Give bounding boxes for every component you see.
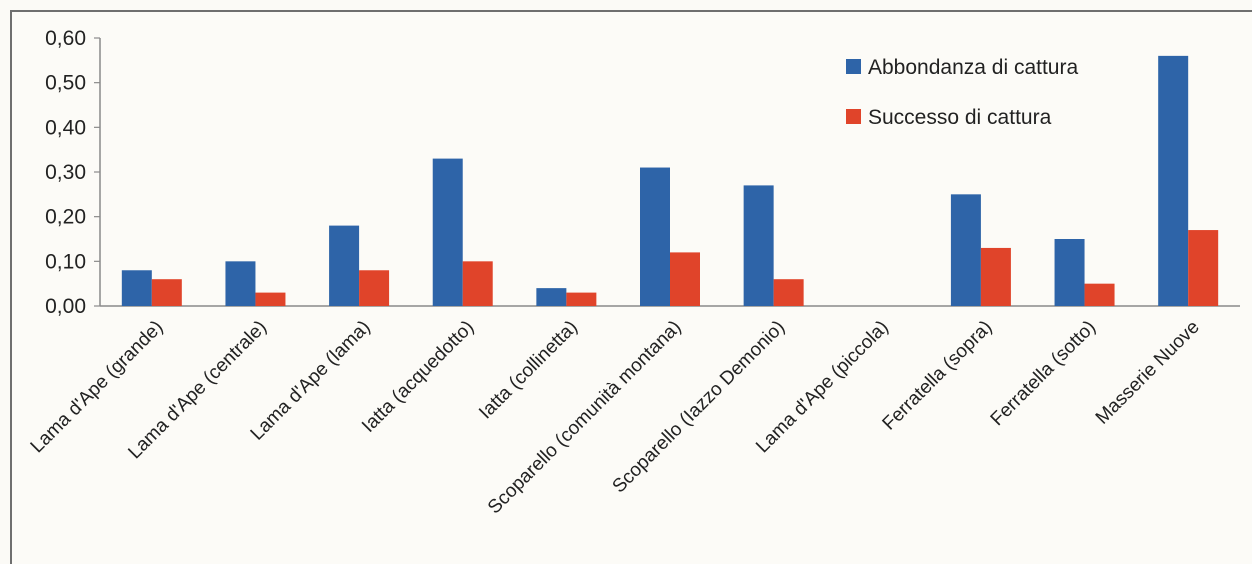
bar-successo xyxy=(773,279,804,306)
bar-abbondanza xyxy=(1158,55,1189,306)
y-tick-label: 0,20 xyxy=(45,206,86,229)
y-tick-label: 0,40 xyxy=(45,116,86,139)
x-tick-labels: Lama d'Ape (grande)Lama d'Ape (centrale)… xyxy=(27,317,1204,519)
bar-successo xyxy=(151,279,182,306)
bar-abbondanza xyxy=(640,167,670,306)
x-tick-label: Ferratella (sopra) xyxy=(879,317,997,435)
x-tick-label: Ferratella (sotto) xyxy=(987,317,1100,430)
bar-abbondanza xyxy=(950,194,981,306)
bars xyxy=(121,55,1219,306)
y-tick-label: 0,10 xyxy=(45,250,86,273)
bar-abbondanza xyxy=(536,288,567,306)
legend-label: Successo di cattura xyxy=(868,106,1052,129)
chart-frame xyxy=(10,10,1252,564)
bar-successo xyxy=(566,292,597,306)
bar-abbondanza xyxy=(432,158,463,306)
bar-successo xyxy=(255,292,286,306)
bar-abbondanza xyxy=(1054,239,1085,306)
bar-successo xyxy=(462,261,493,306)
y-tick-labels: 0,00 0,10 0,20 0,30 0,40 0,50 0,60 xyxy=(45,27,86,318)
y-tick-label: 0,60 xyxy=(45,27,86,50)
legend-swatch xyxy=(846,109,861,124)
legend-swatch xyxy=(846,59,861,74)
y-tick-label: 0,00 xyxy=(45,295,86,318)
legend: Abbondanza di cattura Successo di cattura xyxy=(846,56,1078,129)
bar-abbondanza xyxy=(121,270,152,306)
x-tick-label: Masserie Nuove xyxy=(1092,317,1204,429)
y-tick-label: 0,50 xyxy=(45,72,86,95)
bar-abbondanza xyxy=(329,225,360,306)
legend-label: Abbondanza di cattura xyxy=(868,56,1078,79)
x-tick-label: Iatta (acquedotto) xyxy=(358,317,478,437)
x-tick-label: Scoparello (Iazzo Demonio) xyxy=(609,317,790,498)
bar-successo xyxy=(980,247,1011,306)
bar-abbondanza xyxy=(743,185,774,306)
bar-successo xyxy=(359,270,390,306)
bar-successo xyxy=(670,252,700,306)
x-tick-label: Scoparello (comunità montana) xyxy=(484,317,686,519)
x-tick-label: Iatta (collinetta) xyxy=(475,317,582,424)
y-tick-label: 0,30 xyxy=(45,161,86,184)
bar-abbondanza xyxy=(225,261,256,306)
bar-successo xyxy=(1084,283,1115,306)
bar-successo xyxy=(1188,230,1219,306)
